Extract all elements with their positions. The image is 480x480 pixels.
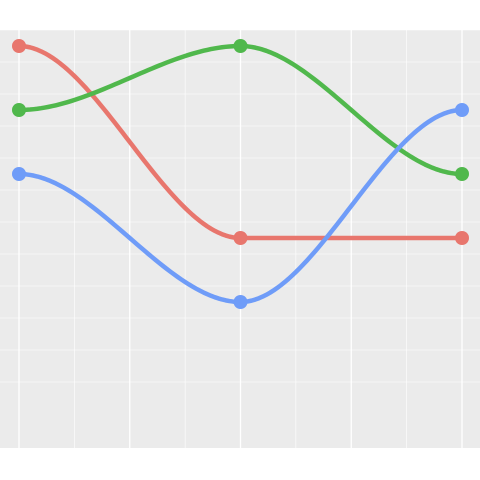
series-point-2-3 xyxy=(455,167,469,181)
series-point-3-2 xyxy=(233,295,248,309)
series-point-1-3 xyxy=(455,231,469,245)
series-point-3-3 xyxy=(455,103,469,117)
series-point-3-1 xyxy=(12,167,26,181)
series-points xyxy=(12,39,469,309)
series-point-2-2 xyxy=(233,39,248,53)
series-point-1-2 xyxy=(233,231,248,245)
series-point-2-1 xyxy=(12,103,26,117)
series-point-1-1 xyxy=(12,39,26,53)
